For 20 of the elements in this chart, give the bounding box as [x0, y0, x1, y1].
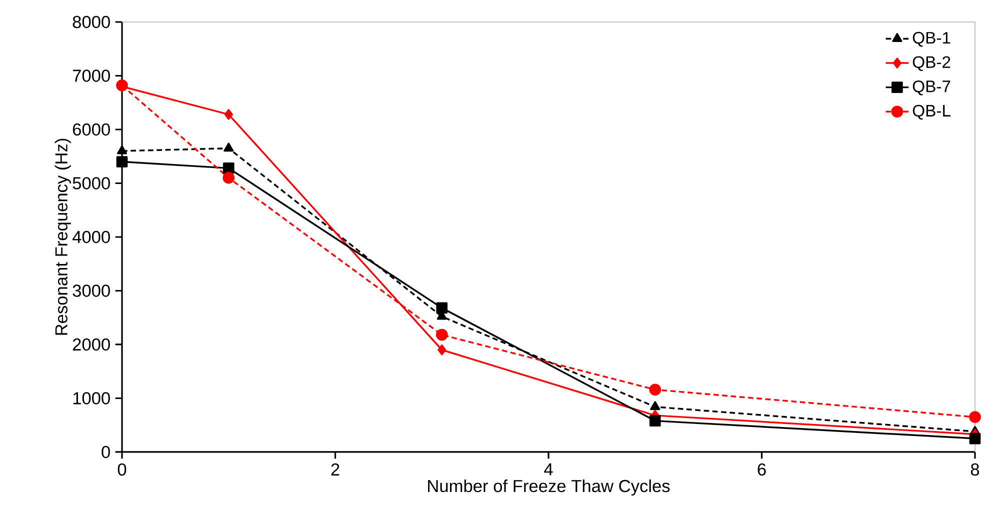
- x-tick-label: 4: [544, 463, 553, 476]
- y-tick-label: 6000: [72, 123, 110, 136]
- y-axis-title: Resonant Frequency (Hz): [54, 138, 71, 335]
- x-axis-title: Number of Freeze Thaw Cycles: [428, 479, 670, 496]
- x-tick-label: 8: [970, 463, 980, 476]
- legend-label: QB-1: [912, 32, 950, 47]
- y-tick-label: 5000: [72, 177, 110, 190]
- y-tick-label: 0: [102, 446, 110, 458]
- x-tick-label: 6: [758, 463, 766, 476]
- legend-label: QB-2: [912, 56, 950, 71]
- y-tick-label: 7000: [72, 70, 110, 82]
- legend-label: QB-L: [912, 104, 950, 120]
- y-tick-label: 1000: [73, 392, 110, 404]
- x-tick-label: 0: [118, 463, 126, 476]
- legend-label: QB-7: [912, 80, 950, 96]
- y-tick-label: 2000: [72, 338, 110, 351]
- y-tick-label: 8000: [72, 16, 110, 28]
- y-tick-label: 3000: [72, 284, 110, 297]
- y-tick-label: 4000: [72, 230, 110, 244]
- x-tick-label: 2: [331, 463, 340, 476]
